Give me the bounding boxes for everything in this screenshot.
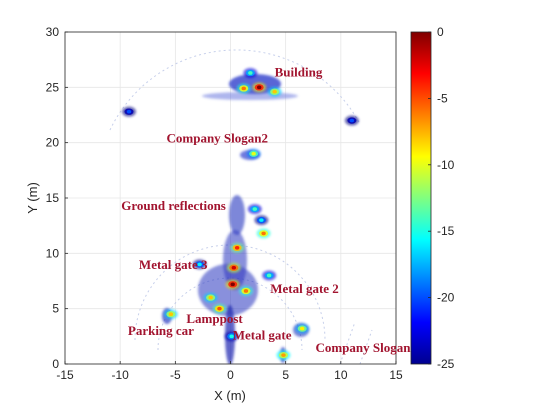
hotspot-20 bbox=[192, 259, 207, 270]
hotspot-11 bbox=[226, 262, 241, 273]
colorbar-tick-label-3: -15 bbox=[437, 224, 455, 238]
y-axis-ticks: 0 5 10 15 20 25 30 bbox=[46, 25, 68, 371]
hotspot-core-17 bbox=[168, 312, 174, 317]
hotspot-core-14 bbox=[208, 295, 213, 300]
annotation-5: Lamppost bbox=[186, 311, 243, 326]
hotspot-18 bbox=[295, 323, 310, 334]
hotspot-16 bbox=[262, 270, 277, 281]
hotspot-9 bbox=[254, 215, 269, 226]
annotation-8: Company Slogan1 bbox=[315, 340, 417, 355]
hotspot-core-1 bbox=[241, 86, 246, 91]
annotation-1: Company Slogan2 bbox=[167, 131, 268, 146]
annotation-layer: Building Company Slogan2 Ground reflection… bbox=[121, 64, 417, 355]
gate-cluster bbox=[198, 264, 258, 316]
hotspot-core-6 bbox=[251, 151, 256, 156]
hotspot-core-2 bbox=[272, 89, 277, 94]
colorbar-tick-label-0: 0 bbox=[437, 25, 444, 39]
x-tick-label-2: -5 bbox=[170, 368, 181, 382]
colorbar-tick-label-1: -5 bbox=[437, 91, 448, 105]
hotspot-0 bbox=[252, 82, 267, 93]
hotspot-core-13 bbox=[243, 289, 249, 293]
y-tick-label-2: 10 bbox=[46, 246, 60, 260]
y-tick-label-3: 15 bbox=[46, 191, 60, 205]
y-tick-label-6: 30 bbox=[46, 25, 60, 39]
hotspot-21 bbox=[224, 331, 239, 342]
y-tick-label-5: 25 bbox=[46, 80, 60, 94]
hotspot-core-7 bbox=[252, 207, 257, 211]
center-column-upper bbox=[229, 195, 245, 235]
annotation-3: Metal gate 3 bbox=[139, 257, 208, 272]
hotspot-2 bbox=[267, 86, 282, 97]
hotspot-12 bbox=[225, 279, 240, 290]
x-tick-label-6: 15 bbox=[389, 368, 403, 382]
y-tick-label-4: 20 bbox=[46, 136, 60, 150]
annotation-0: Building bbox=[275, 64, 323, 79]
hotspot-1 bbox=[236, 83, 251, 94]
hotspot-core-16 bbox=[266, 273, 272, 278]
y-axis-label: Y (m) bbox=[25, 182, 40, 214]
annotation-2: Ground reflections bbox=[121, 198, 226, 213]
x-axis-ticks: -15 -10 -5 0 5 10 15 bbox=[56, 361, 403, 382]
x-tick-label-5: 10 bbox=[334, 368, 348, 382]
colorbar-tick-label-4: -20 bbox=[437, 291, 455, 305]
hotspot-3 bbox=[243, 67, 258, 78]
hotspot-core-21 bbox=[229, 334, 234, 339]
colorbar-tick-label-2: -10 bbox=[437, 158, 455, 172]
hotspot-5 bbox=[344, 115, 359, 126]
hotspot-17 bbox=[163, 309, 178, 320]
x-tick-label-0: -15 bbox=[56, 368, 74, 382]
hotspot-19 bbox=[276, 350, 291, 361]
hotspot-10 bbox=[230, 242, 245, 253]
hotspot-4 bbox=[121, 106, 136, 117]
hotspot-core-10 bbox=[234, 246, 240, 250]
annotation-7: Metal gate bbox=[233, 328, 292, 343]
hotspot-core-8 bbox=[261, 231, 266, 236]
colorbar-tick-label-5: -25 bbox=[437, 357, 455, 371]
x-axis-label: X (m) bbox=[214, 388, 246, 403]
hotspot-core-5 bbox=[349, 118, 355, 123]
x-tick-label-1: -10 bbox=[111, 368, 129, 382]
building-halo bbox=[202, 92, 298, 100]
hotspot-core-15 bbox=[217, 306, 222, 311]
hotspot-15 bbox=[212, 303, 227, 314]
hotspot-7 bbox=[247, 204, 262, 215]
hotspot-core-11 bbox=[231, 265, 237, 270]
hotspot-6 bbox=[246, 148, 261, 159]
colorbar: 0 -5 -10 -15 -20 -25 bbox=[410, 25, 455, 371]
faint-arc-rings bbox=[109, 49, 373, 364]
hotspot-core-19 bbox=[281, 353, 286, 357]
y-tick-label-1: 5 bbox=[52, 302, 59, 316]
y-tick-label-0: 0 bbox=[52, 357, 59, 371]
hotspot-core-18 bbox=[300, 326, 305, 331]
x-tick-label-3: 0 bbox=[227, 368, 234, 382]
hotspot-core-0 bbox=[256, 85, 262, 90]
hotspot-core-12 bbox=[230, 282, 235, 287]
annotation-4: Metal gate 2 bbox=[270, 281, 339, 296]
x-tick-label-4: 5 bbox=[282, 368, 289, 382]
hotspot-8 bbox=[256, 228, 271, 239]
hotspot-core-4 bbox=[126, 109, 132, 114]
hotspot-14 bbox=[203, 292, 218, 303]
colorbar-ticks: 0 -5 -10 -15 -20 -25 bbox=[428, 25, 455, 371]
colorbar-gradient bbox=[410, 31, 432, 365]
hotspot-core-3 bbox=[248, 71, 253, 75]
hotspot-core-20 bbox=[197, 262, 202, 267]
radar-intensity-field bbox=[109, 49, 373, 364]
hotspot-13 bbox=[238, 285, 253, 296]
annotation-6: Parking car bbox=[128, 323, 194, 338]
hotspot-layer bbox=[121, 67, 359, 361]
hotspot-core-9 bbox=[259, 218, 264, 222]
